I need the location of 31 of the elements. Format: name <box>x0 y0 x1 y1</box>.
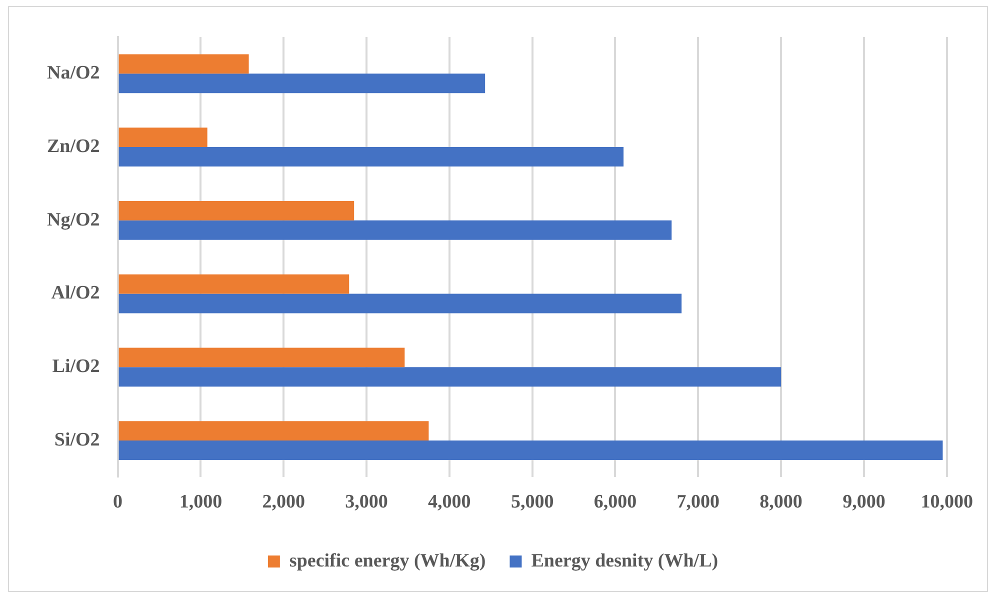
bar <box>118 128 208 148</box>
y-tick-label: Al/O2 <box>51 282 100 304</box>
bar <box>118 147 624 166</box>
bar <box>118 200 354 220</box>
x-tick-label: 6,000 <box>594 492 637 513</box>
bar <box>118 274 350 294</box>
x-tick-label: 2,000 <box>262 492 305 513</box>
x-tick-label: 7,000 <box>676 492 720 513</box>
x-tick-label: 1,000 <box>179 492 222 513</box>
y-tick-label: Li/O2 <box>52 356 100 378</box>
x-tick-label: 8,000 <box>760 492 802 513</box>
x-tick-label: 3,000 <box>345 492 388 513</box>
legend-label: Energy desnity (Wh/L) <box>531 550 718 572</box>
x-tick-label: 0 <box>113 492 123 513</box>
x-tick-label: 9,000 <box>842 492 886 513</box>
y-tick-label: Ng/O2 <box>47 209 100 230</box>
x-tick-label: 5,000 <box>510 492 554 513</box>
y-tick-label: Na/O2 <box>47 62 100 84</box>
bar <box>118 367 782 387</box>
x-tick-label: 10,000 <box>920 492 973 513</box>
bar <box>118 440 943 460</box>
bar <box>118 294 682 314</box>
y-tick-label: Zn/O2 <box>46 136 100 157</box>
bar <box>118 74 486 94</box>
bar <box>118 348 405 368</box>
x-tick-label: 4,000 <box>428 492 471 513</box>
bar <box>118 54 249 74</box>
legend-label: specific energy (Wh/Kg) <box>289 550 486 572</box>
bar <box>118 421 429 441</box>
y-tick-label: Si/O2 <box>54 429 100 450</box>
bar <box>118 220 672 240</box>
